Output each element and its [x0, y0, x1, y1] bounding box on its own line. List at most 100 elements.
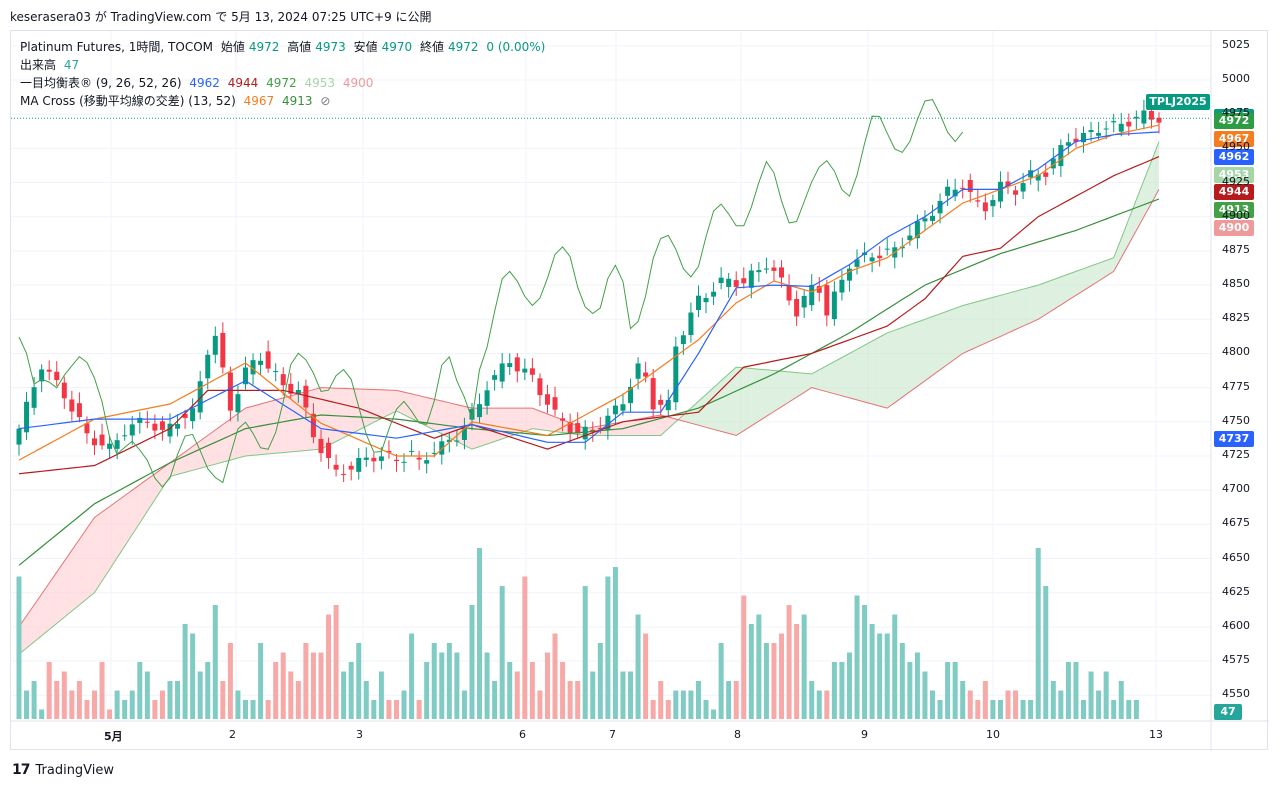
volume-bar: [703, 700, 709, 719]
cloud-segment: [751, 368, 759, 426]
volume-bar: [363, 681, 369, 719]
candle-body: [975, 200, 981, 202]
cloud-segment: [789, 371, 797, 402]
y-axis-tick: 4925: [1222, 174, 1250, 188]
cloud-segment: [524, 408, 533, 432]
cloud-segment: [743, 367, 752, 431]
candle-body: [461, 426, 467, 440]
cloud-segment: [343, 388, 352, 438]
volume-bar: [303, 643, 309, 719]
cloud-segment: [547, 413, 556, 432]
volume-bar: [794, 624, 800, 719]
cloud-segment: [441, 401, 450, 438]
cloud-segment: [962, 303, 971, 354]
candle-body: [582, 426, 588, 440]
volume-bar: [733, 681, 739, 719]
ma-cross-title[interactable]: MA Cross (移動平均線の交差) (13, 52): [20, 94, 236, 108]
cloud-segment: [1053, 276, 1061, 310]
candle-body: [688, 312, 694, 336]
candle-body: [990, 200, 996, 207]
volume-bar: [159, 690, 165, 719]
candle-body: [499, 363, 505, 382]
cloud-segment: [1083, 265, 1092, 291]
volume-bar: [665, 700, 671, 719]
price-scale-tag: 4972: [1214, 113, 1254, 130]
cloud-segment: [215, 424, 223, 465]
hidden-icon[interactable]: ⊘: [320, 94, 331, 108]
close-label: 終値: [420, 40, 445, 54]
tradingview-footer[interactable]: 17 TradingView: [12, 762, 114, 778]
volume-bar: [884, 633, 890, 719]
cloud-segment: [41, 583, 50, 636]
cloud-segment: [1075, 268, 1084, 296]
ichimoku-title[interactable]: 一目均衡表® (9, 26, 52, 26): [20, 76, 182, 90]
cloud-segment: [630, 419, 639, 436]
candle-body: [703, 297, 709, 303]
cloud-segment: [879, 332, 888, 409]
candle-body: [922, 218, 928, 222]
cloud-segment: [253, 404, 261, 456]
cloud-segment: [683, 408, 691, 424]
candle-body: [31, 387, 37, 408]
candle-body: [84, 423, 90, 434]
ichimoku-chikou-value: 4972: [266, 76, 297, 90]
candle-body: [326, 442, 332, 458]
candle-body: [99, 434, 105, 446]
cloud-segment: [381, 389, 389, 419]
cloud-segment: [1143, 160, 1152, 217]
volume-bar: [152, 700, 158, 719]
candle-body: [567, 422, 573, 434]
cloud-segment: [419, 395, 427, 427]
cloud-segment: [517, 408, 525, 434]
cloud-segment: [200, 435, 208, 469]
volume-bar: [892, 614, 898, 719]
chart-frame[interactable]: [10, 30, 1269, 751]
y-axis-tick: 4650: [1222, 550, 1250, 564]
price-scale-tag: 4913: [1214, 202, 1254, 219]
x-axis-tick: 8: [734, 728, 741, 741]
cloud-segment: [721, 373, 729, 434]
cloud-segment: [268, 399, 276, 454]
candle-body: [733, 280, 739, 287]
candle-body: [1058, 145, 1064, 167]
volume-value: 47: [63, 58, 80, 72]
cloud-segment: [154, 468, 163, 500]
cloud-segment: [260, 401, 269, 455]
volume-bar: [197, 671, 203, 719]
candle-body: [952, 189, 958, 197]
candle-body: [673, 346, 679, 403]
candle-body: [409, 450, 415, 452]
volume-bar: [144, 671, 150, 719]
volume-bar: [122, 700, 128, 719]
cloud-segment: [1106, 257, 1114, 277]
volume-bar: [982, 681, 988, 719]
price-chart[interactable]: [11, 31, 1269, 751]
volume-bar: [371, 700, 377, 719]
cloud-segment: [1038, 282, 1046, 320]
cloud-segment: [781, 371, 790, 407]
ma-slow-value: 4913: [282, 94, 313, 108]
cloud-segment: [1000, 293, 1009, 337]
volume-bar: [182, 624, 188, 719]
volume-bar: [590, 671, 596, 719]
cloud-segment: [162, 462, 170, 489]
volume-bar: [129, 690, 135, 719]
legend-symbol-title[interactable]: Platinum Futures, 1時間, TOCOM: [20, 40, 213, 54]
candle-body: [726, 278, 732, 287]
cloud-segment: [351, 388, 359, 434]
x-axis-tick: 3: [356, 728, 363, 741]
candle-body: [650, 378, 656, 410]
volume-bar: [409, 633, 415, 719]
volume-bar: [809, 681, 815, 719]
volume-title[interactable]: 出来高: [20, 58, 57, 72]
volume-bar: [1035, 548, 1041, 719]
candle-body: [16, 428, 22, 445]
y-axis-tick: 4875: [1222, 242, 1250, 256]
volume-bar: [477, 548, 483, 719]
x-axis-tick: 9: [861, 728, 868, 741]
cloud-segment: [894, 327, 903, 403]
candle-body: [967, 180, 973, 192]
candle-body: [250, 360, 256, 375]
cloud-segment: [1121, 219, 1129, 258]
tradingview-wordmark: TradingView: [35, 762, 115, 778]
